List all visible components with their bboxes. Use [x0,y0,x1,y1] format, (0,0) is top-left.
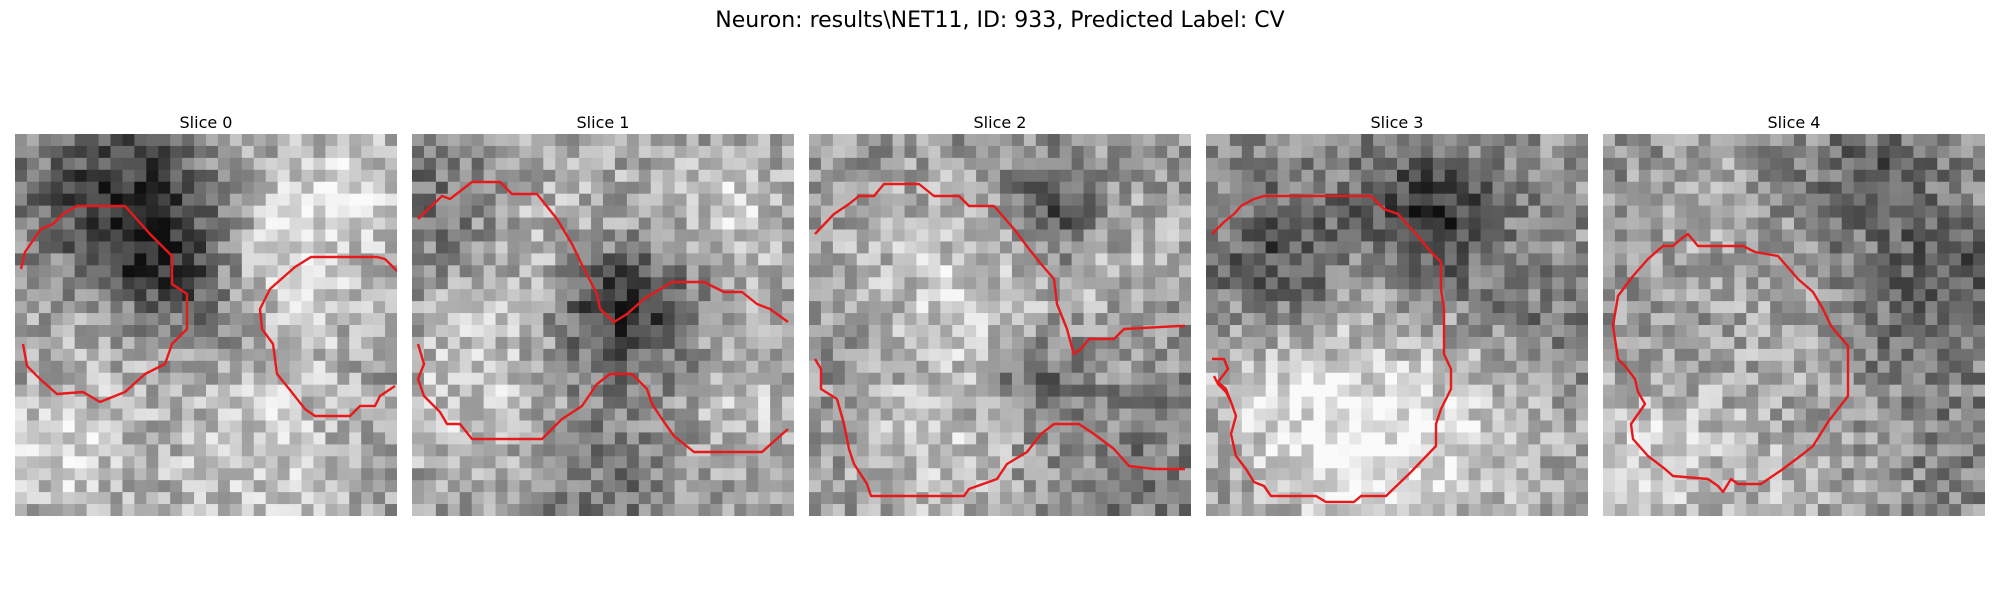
contour-4a [1611,232,1850,494]
contour-1a [417,180,789,324]
grayscale-pixels-1 [412,134,794,516]
grayscale-pixels-4 [1603,134,1985,516]
slice-title-4: Slice 4 [1767,113,1821,132]
contour-lines-1 [416,180,789,454]
contour-2a [814,182,1185,356]
grayscale-pixels-2 [809,134,1191,516]
slice-image-0 [15,134,397,516]
contour-2b [813,358,1185,498]
contour-lines-3 [1211,194,1453,504]
contour-3a [1211,194,1453,504]
grayscale-pixels-3 [1206,134,1588,516]
slice-image-1 [412,134,794,516]
contour-lines-2 [813,182,1185,498]
slice-panel-4: Slice 4 [1603,112,1985,516]
figure-title: Neuron: results\NET11, ID: 933, Predicte… [715,8,1285,33]
slice-image-4 [1603,134,1985,516]
slice-image-3 [1206,134,1588,516]
slice-title-1: Slice 1 [576,113,630,132]
contour-1b [416,343,789,454]
contour-0b [258,255,397,418]
contour-lines-0 [19,204,397,418]
grayscale-pixels-0 [15,134,397,516]
slice-title-3: Slice 3 [1370,113,1424,132]
contour-3b [1212,357,1233,403]
contour-lines-4 [1611,232,1850,494]
slice-panel-3: Slice 3 [1206,112,1588,516]
slice-title-2: Slice 2 [973,113,1027,132]
contour-0a [19,204,189,404]
slice-panel-1: Slice 1 [412,112,794,516]
slice-image-2 [809,134,1191,516]
slice-title-0: Slice 0 [179,113,233,132]
slice-panel-0: Slice 0 [15,112,397,516]
slice-panel-2: Slice 2 [809,112,1191,516]
